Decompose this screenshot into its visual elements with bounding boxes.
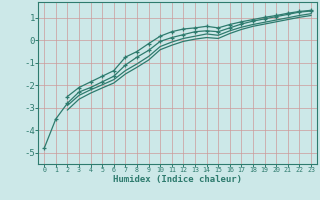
X-axis label: Humidex (Indice chaleur): Humidex (Indice chaleur) [113, 175, 242, 184]
